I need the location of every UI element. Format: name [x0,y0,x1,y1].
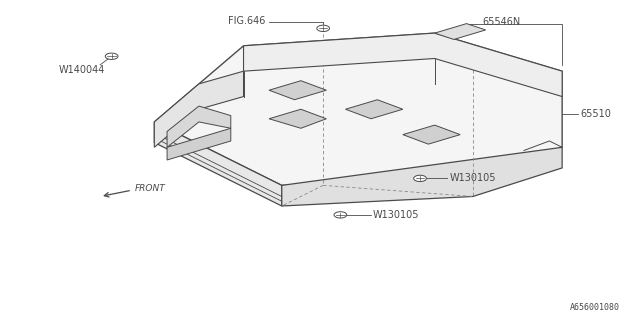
Circle shape [413,175,426,181]
Text: W140044: W140044 [59,65,105,75]
Text: FIG.646: FIG.646 [228,16,266,26]
Circle shape [317,25,330,32]
Text: A656001080: A656001080 [570,303,620,312]
Circle shape [105,53,118,60]
Polygon shape [167,106,231,147]
Text: FRONT: FRONT [135,184,166,193]
Polygon shape [154,71,244,147]
Polygon shape [282,147,562,206]
Polygon shape [167,128,231,160]
Text: 65510: 65510 [580,109,611,119]
Polygon shape [403,125,460,144]
Polygon shape [346,100,403,119]
Text: W130105: W130105 [449,173,496,183]
Text: 65546N: 65546N [483,17,521,27]
Polygon shape [269,109,326,128]
Text: W130105: W130105 [373,210,419,220]
Polygon shape [244,33,562,97]
Polygon shape [269,81,326,100]
Polygon shape [435,24,486,39]
Polygon shape [154,33,562,185]
Circle shape [334,212,347,218]
Polygon shape [154,122,282,206]
